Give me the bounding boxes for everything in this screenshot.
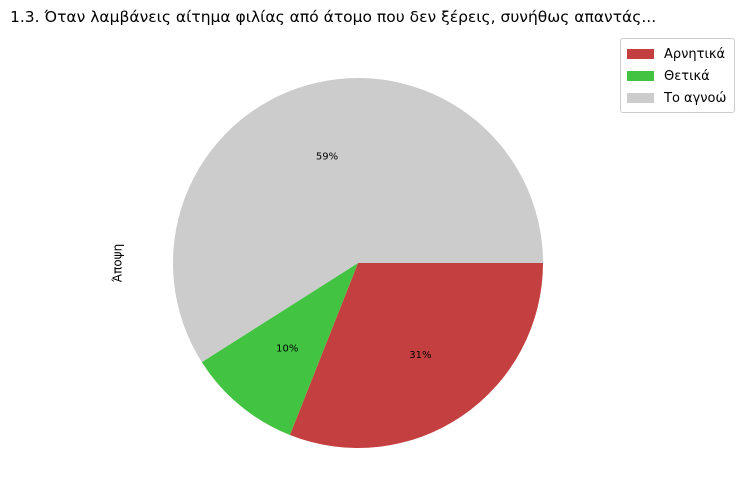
legend-item-negative: Αρνητικά (621, 43, 734, 65)
pie-slice (289, 263, 543, 448)
slice-percent-label: 59% (316, 151, 338, 162)
chart-title: 1.3. Όταν λαμβάνεις αίτημα φιλίας από άτ… (10, 8, 657, 26)
legend-label: Αρνητικά (664, 46, 726, 62)
legend: Αρνητικά Θετικά Το αγνοώ (620, 38, 735, 113)
legend-swatch (627, 93, 654, 103)
pie-labels: 31% 10% 59% (276, 151, 431, 360)
legend-item-ignore: Το αγνοώ (621, 87, 734, 109)
y-axis-label: Άποψη (111, 244, 125, 282)
legend-item-positive: Θετικά (621, 65, 734, 87)
pie-slices (173, 78, 543, 448)
legend-swatch (627, 71, 654, 81)
slice-percent-label: 10% (276, 344, 298, 355)
legend-label: Το αγνοώ (664, 90, 727, 106)
pie-slice (173, 78, 543, 363)
legend-label: Θετικά (664, 68, 710, 84)
slice-percent-label: 31% (409, 350, 431, 361)
pie-slice (201, 263, 358, 436)
legend-swatch (627, 49, 654, 59)
